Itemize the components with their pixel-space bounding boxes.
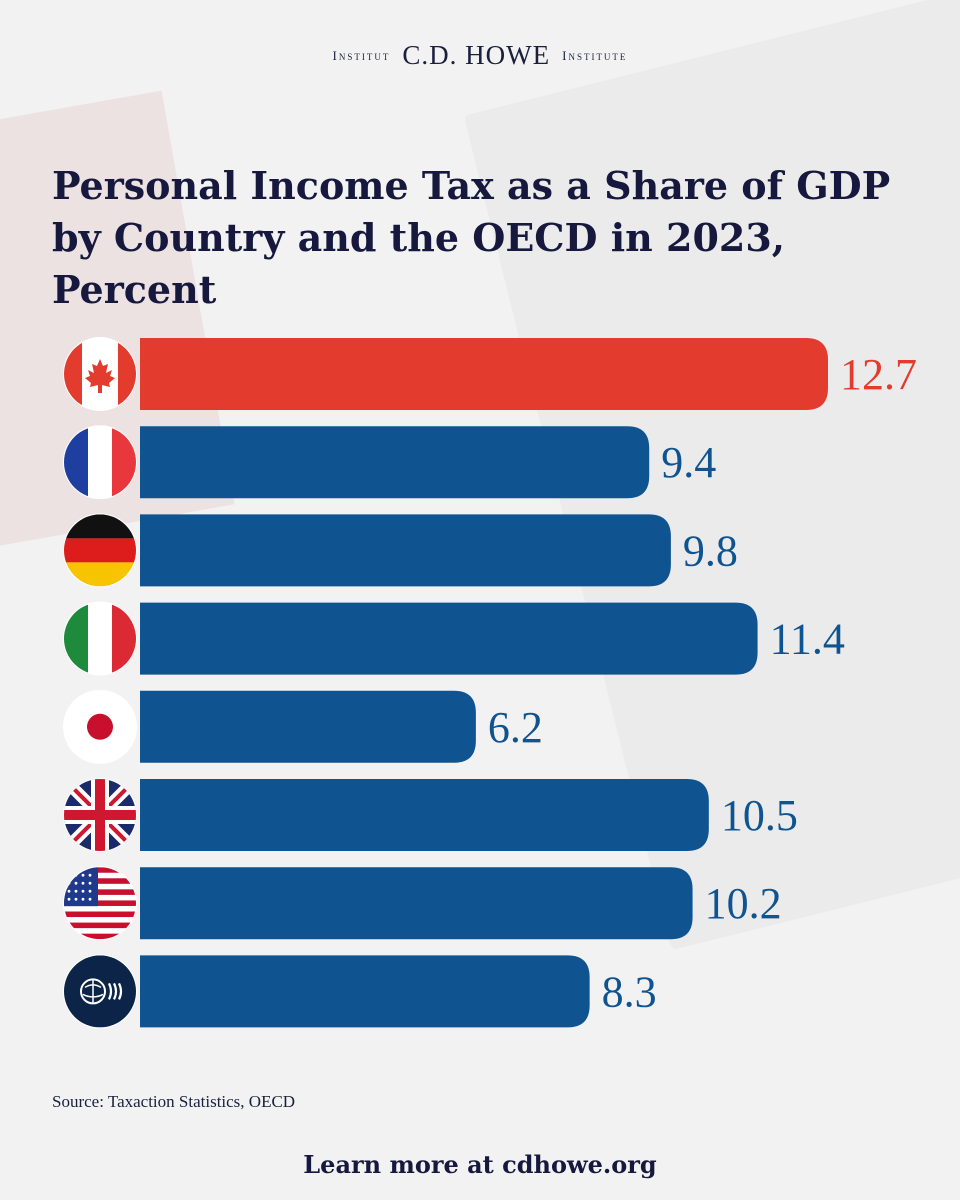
brand-name: C.D. HOWE (402, 40, 551, 70)
bar-germany (140, 514, 671, 587)
footer-link[interactable]: Learn more at cdhowe.org (303, 1150, 657, 1179)
brand-right: Institute (562, 48, 628, 63)
bar-france (140, 426, 650, 499)
france-flag-icon (63, 425, 137, 500)
value-label: 12.7 (840, 350, 917, 399)
value-label: 9.8 (683, 526, 738, 575)
bar-japan (140, 690, 476, 763)
value-label: 6.2 (488, 703, 543, 752)
value-label: 8.3 (602, 967, 657, 1016)
bar-oecd (140, 955, 590, 1028)
brand-header: Institut C.D. HOWE Institute (0, 40, 960, 71)
value-label: 9.4 (661, 438, 716, 487)
italy-flag-icon (63, 601, 137, 676)
bar-italy (140, 602, 758, 675)
value-label: 10.5 (721, 791, 798, 840)
canada-flag-icon (63, 337, 137, 411)
chart-title: Personal Income Tax as a Share of GDP by… (52, 163, 891, 312)
bar-chart: 12.7 9.4 9.8 11.4 6.2 10.5 10.2 8.3 (63, 337, 917, 1029)
value-label: 10.2 (705, 879, 782, 928)
bar-canada (140, 338, 828, 410)
usa-flag-icon (63, 866, 137, 941)
bar-united-kingdom (140, 779, 709, 851)
bar-united-states (140, 867, 693, 940)
source-note: Source: Taxaction Statistics, OECD (52, 1092, 296, 1111)
japan-flag-icon (63, 689, 137, 764)
brand-left: Institut (332, 48, 391, 63)
value-label: 11.4 (770, 615, 845, 664)
oecd-logo-icon (63, 954, 137, 1029)
germany-flag-icon (63, 513, 137, 588)
uk-flag-icon (63, 778, 137, 852)
